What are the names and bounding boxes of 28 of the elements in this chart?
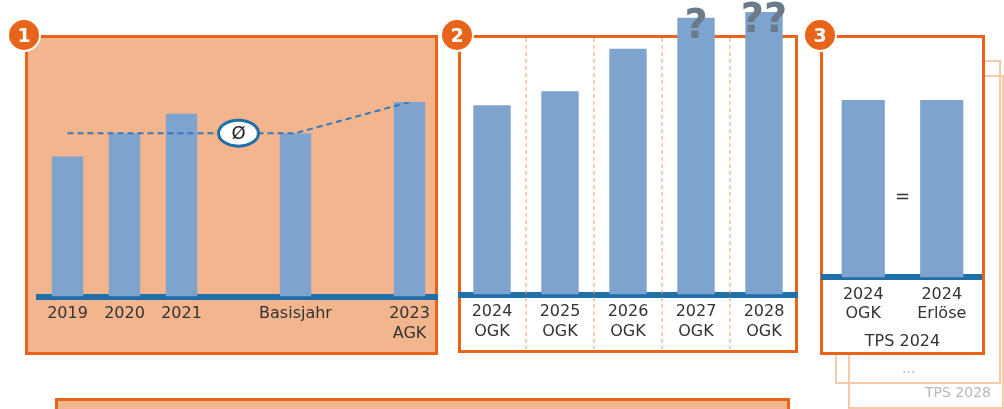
x-tick-label: 2024 OGK	[471, 301, 513, 340]
x-tick-label: 2020	[104, 303, 145, 323]
bar	[51, 156, 84, 297]
x-tick-label: 2024 OGK	[842, 284, 884, 323]
annotation: =	[894, 185, 911, 207]
bar	[165, 113, 198, 297]
text: TPS 2028	[925, 384, 991, 400]
bar	[393, 102, 426, 297]
x-tick-label: 2019	[47, 303, 88, 323]
x-tick-label: 2028 OGK	[743, 301, 785, 340]
x-tick-label: Basisjahr	[259, 303, 333, 323]
bar	[108, 133, 141, 297]
x-tick-label: 2021	[161, 303, 202, 323]
chart-title: 1	[7, 18, 41, 52]
text: 2	[440, 18, 474, 52]
chart-title: 3	[803, 18, 837, 52]
x-tick-label: 2027 OGK	[675, 301, 717, 340]
annotation: Ø	[231, 121, 246, 143]
x-axis-title: TPS 2024	[863, 330, 941, 350]
bar	[473, 105, 511, 295]
bar	[541, 91, 579, 295]
x-tick-label: 2026 OGK	[607, 301, 649, 340]
text: ...	[902, 360, 916, 376]
bar	[279, 133, 312, 297]
x-tick-label: 2025 OGK	[539, 301, 581, 340]
bar	[609, 48, 647, 295]
x-tick-label: 2024 Erlöse	[917, 284, 967, 323]
x-tick-label: 2023 AGK	[389, 303, 430, 342]
